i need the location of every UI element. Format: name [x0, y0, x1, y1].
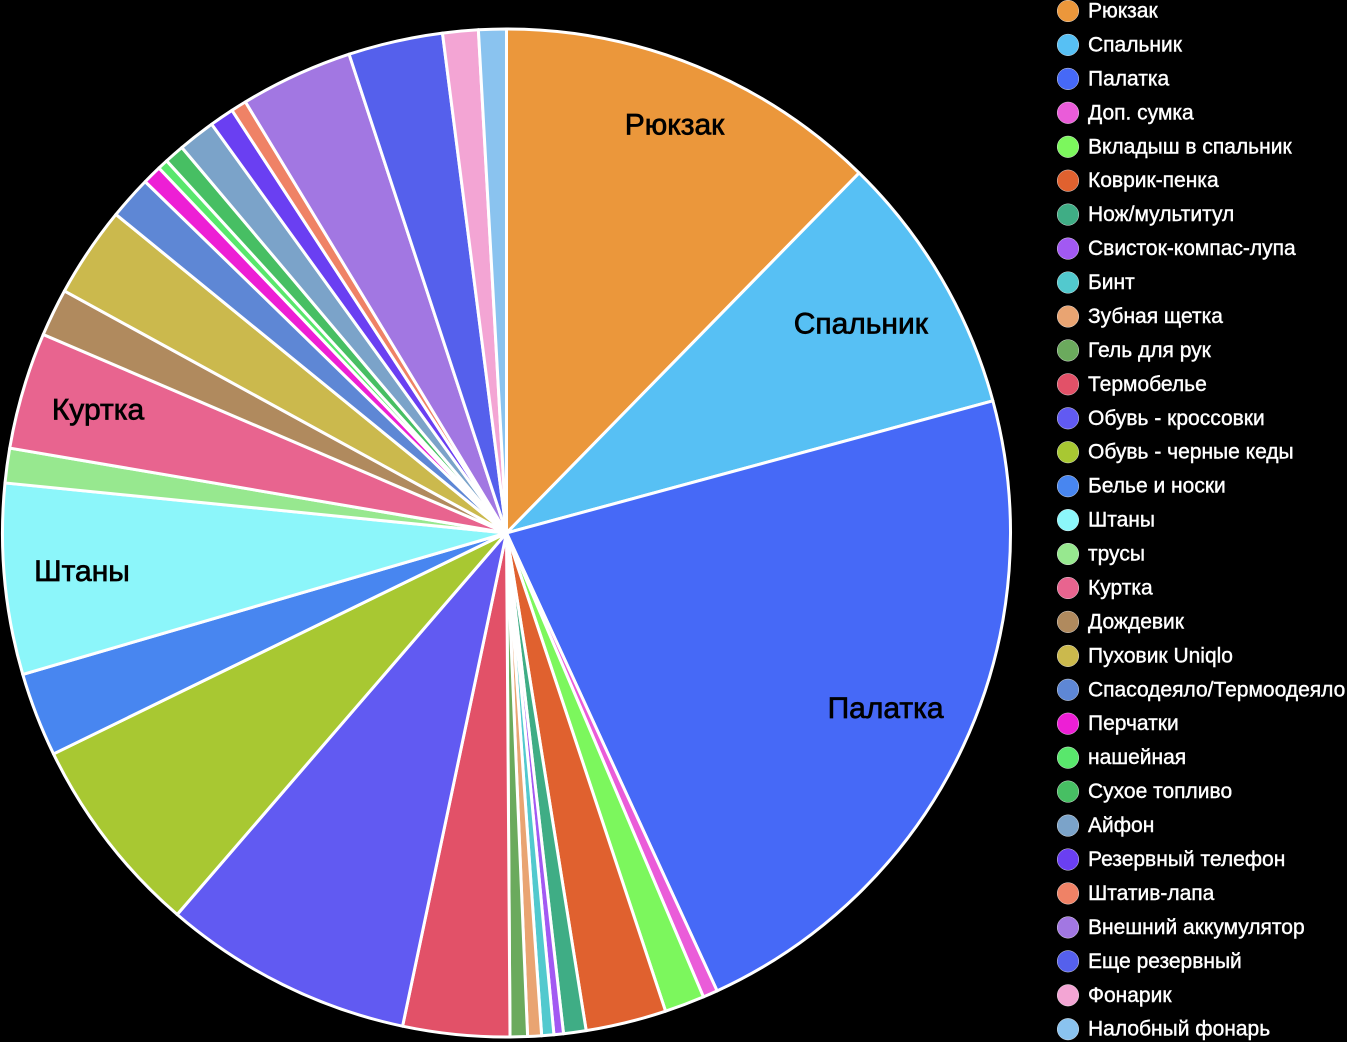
svg-text:Спальник: Спальник — [794, 308, 929, 341]
svg-text:Доп. сумка: Доп. сумка — [1088, 101, 1194, 124]
svg-text:Рюкзак: Рюкзак — [1088, 0, 1158, 23]
svg-text:Куртка: Куртка — [52, 394, 145, 427]
svg-text:Термобелье: Термобелье — [1088, 373, 1207, 396]
svg-text:Гель для рук: Гель для рук — [1088, 339, 1212, 362]
svg-text:Палатка: Палатка — [1088, 67, 1170, 90]
svg-text:Палатка: Палатка — [828, 692, 944, 725]
svg-text:Зубная щетка: Зубная щетка — [1088, 305, 1223, 328]
svg-text:Штатив-лапа: Штатив-лапа — [1088, 882, 1215, 905]
svg-text:Дождевик: Дождевик — [1088, 610, 1185, 633]
svg-text:Внешний аккумулятор: Внешний аккумулятор — [1088, 916, 1305, 939]
svg-text:Спальник: Спальник — [1088, 33, 1183, 56]
svg-text:Пуховик Uniqlo: Пуховик Uniqlo — [1088, 644, 1233, 667]
svg-text:трусы: трусы — [1088, 543, 1145, 566]
svg-text:Коврик-пенка: Коврик-пенка — [1088, 169, 1219, 192]
svg-text:Нож/мультитул: Нож/мультитул — [1088, 203, 1234, 226]
svg-text:Обувь - черные кеды: Обувь - черные кеды — [1088, 441, 1294, 464]
svg-text:Куртка: Куртка — [1088, 577, 1153, 600]
svg-text:Айфон: Айфон — [1088, 814, 1154, 837]
svg-text:нашейная: нашейная — [1088, 746, 1186, 769]
svg-text:Резервный телефон: Резервный телефон — [1088, 848, 1285, 871]
svg-text:Штаны: Штаны — [1088, 509, 1155, 532]
svg-text:Обувь - кроссовки: Обувь - кроссовки — [1088, 407, 1265, 430]
svg-text:Налобный фонарь: Налобный фонарь — [1088, 1018, 1270, 1041]
svg-text:Бинт: Бинт — [1088, 271, 1135, 294]
svg-text:Спасодеяло/Термоодеяло: Спасодеяло/Термоодеяло — [1088, 678, 1345, 701]
svg-text:Перчатки: Перчатки — [1088, 712, 1179, 735]
svg-text:Рюкзак: Рюкзак — [625, 109, 725, 142]
svg-text:Еще резервный: Еще резервный — [1088, 950, 1242, 973]
svg-text:Сухое топливо: Сухое топливо — [1088, 780, 1232, 803]
svg-text:Свисток-компас-лупа: Свисток-компас-лупа — [1088, 237, 1296, 260]
svg-text:Фонарик: Фонарик — [1088, 984, 1172, 1007]
svg-text:Белье и носки: Белье и носки — [1088, 475, 1226, 498]
svg-text:Вкладыш в спальник: Вкладыш в спальник — [1088, 135, 1292, 158]
svg-text:Штаны: Штаны — [34, 555, 130, 588]
